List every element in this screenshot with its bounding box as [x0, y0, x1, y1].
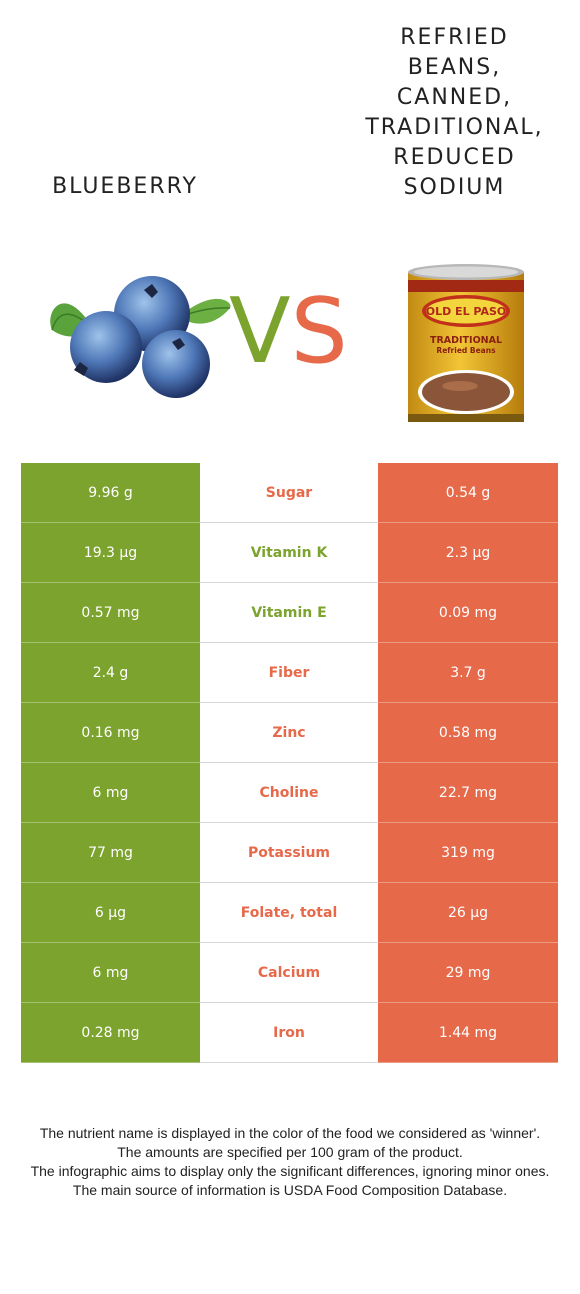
vs-s: S: [290, 279, 348, 384]
left-value: 19.3 µg: [21, 522, 200, 583]
comparison-row: 2.4 g Fiber 3.7 g: [21, 642, 558, 703]
comparison-row: 19.3 µg Vitamin K 2.3 µg: [21, 522, 558, 583]
left-value: 0.57 mg: [21, 582, 200, 643]
right-value: 0.54 g: [378, 463, 558, 523]
right-value: 0.09 mg: [378, 582, 558, 643]
right-food-title: Refried beans, canned, traditional, redu…: [365, 25, 544, 200]
note-source: The main source of information is USDA F…: [72, 1182, 508, 1198]
nutrient-name: Sugar: [200, 463, 378, 523]
nutrient-name: Fiber: [200, 642, 378, 703]
note-per-100g: The amounts are specified per 100 gram o…: [117, 1144, 463, 1160]
nutrient-name: Potassium: [200, 822, 378, 883]
comparison-row: 6 mg Calcium 29 mg: [21, 942, 558, 1003]
left-value: 77 mg: [21, 822, 200, 883]
right-value: 2.3 µg: [378, 522, 558, 583]
left-value: 6 mg: [21, 762, 200, 823]
right-value: 29 mg: [378, 942, 558, 1003]
footnotes: The nutrient name is displayed in the co…: [20, 1124, 560, 1200]
left-value: 9.96 g: [21, 463, 200, 523]
right-value: 3.7 g: [378, 642, 558, 703]
left-value: 6 mg: [21, 942, 200, 1003]
nutrient-comparison-table: 9.96 g Sugar 0.54 g 19.3 µg Vitamin K 2.3 µg 0…: [21, 463, 558, 1063]
right-value: 26 µg: [378, 882, 558, 943]
comparison-row: 0.16 mg Zinc 0.58 mg: [21, 702, 558, 763]
comparison-row: 6 µg Folate, total 26 µg: [21, 882, 558, 943]
comparison-row: 0.28 mg Iron 1.44 mg: [21, 1002, 558, 1063]
left-value: 0.28 mg: [21, 1002, 200, 1063]
vs-v: V: [229, 279, 291, 384]
nutrient-name: Choline: [200, 762, 378, 823]
can-product-label: Refried Beans: [436, 346, 496, 355]
vs-label: VS: [229, 282, 348, 382]
nutrient-name: Folate, total: [200, 882, 378, 943]
can-variety-label: TRADITIONAL: [430, 335, 502, 346]
right-value: 0.58 mg: [378, 702, 558, 763]
comparison-row: 0.57 mg Vitamin E 0.09 mg: [21, 582, 558, 643]
nutrient-name: Zinc: [200, 702, 378, 763]
comparison-row: 77 mg Potassium 319 mg: [21, 822, 558, 883]
nutrient-name: Calcium: [200, 942, 378, 1003]
blueberry-image: [50, 276, 231, 398]
can-brand-label: OLD EL PASO: [426, 305, 507, 318]
left-value: 6 µg: [21, 882, 200, 943]
nutrient-name: Iron: [200, 1002, 378, 1063]
comparison-row: 9.96 g Sugar 0.54 g: [21, 463, 558, 523]
nutrient-name: Vitamin E: [200, 582, 378, 643]
note-winner-color: The nutrient name is displayed in the co…: [39, 1125, 541, 1141]
right-value: 22.7 mg: [378, 762, 558, 823]
left-value: 0.16 mg: [21, 702, 200, 763]
note-significant-differences: The infographic aims to display only the…: [30, 1163, 550, 1179]
left-value: 2.4 g: [21, 642, 200, 703]
refried-beans-can-image: OLD EL PASO TRADITIONAL Refried Beans: [408, 264, 524, 422]
left-food-title: Blueberry: [52, 174, 198, 199]
right-value: 319 mg: [378, 822, 558, 883]
comparison-row: 6 mg Choline 22.7 mg: [21, 762, 558, 823]
right-value: 1.44 mg: [378, 1002, 558, 1063]
nutrient-name: Vitamin K: [200, 522, 378, 583]
